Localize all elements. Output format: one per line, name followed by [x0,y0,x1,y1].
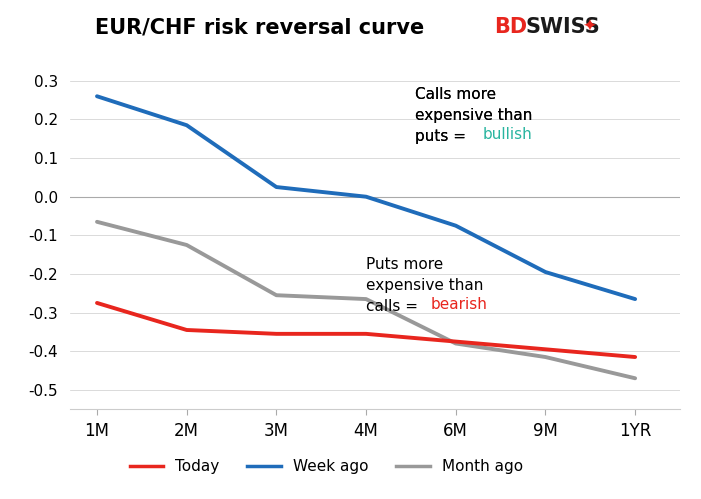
Text: BD: BD [494,17,527,37]
Text: SWISS: SWISS [525,17,600,37]
Text: EUR/CHF risk reversal curve: EUR/CHF risk reversal curve [95,17,431,37]
Text: Puts more
expensive than
calls =: Puts more expensive than calls = [366,256,484,313]
Text: bearish: bearish [430,297,487,312]
Text: Calls more
expensive than
puts =: Calls more expensive than puts = [416,87,533,144]
Text: bullish: bullish [483,127,532,142]
Text: ✦: ✦ [583,17,597,35]
Legend: Today, Week ago, Month ago: Today, Week ago, Month ago [123,454,529,481]
Text: Calls more
expensive than
puts =: Calls more expensive than puts = [416,87,533,144]
